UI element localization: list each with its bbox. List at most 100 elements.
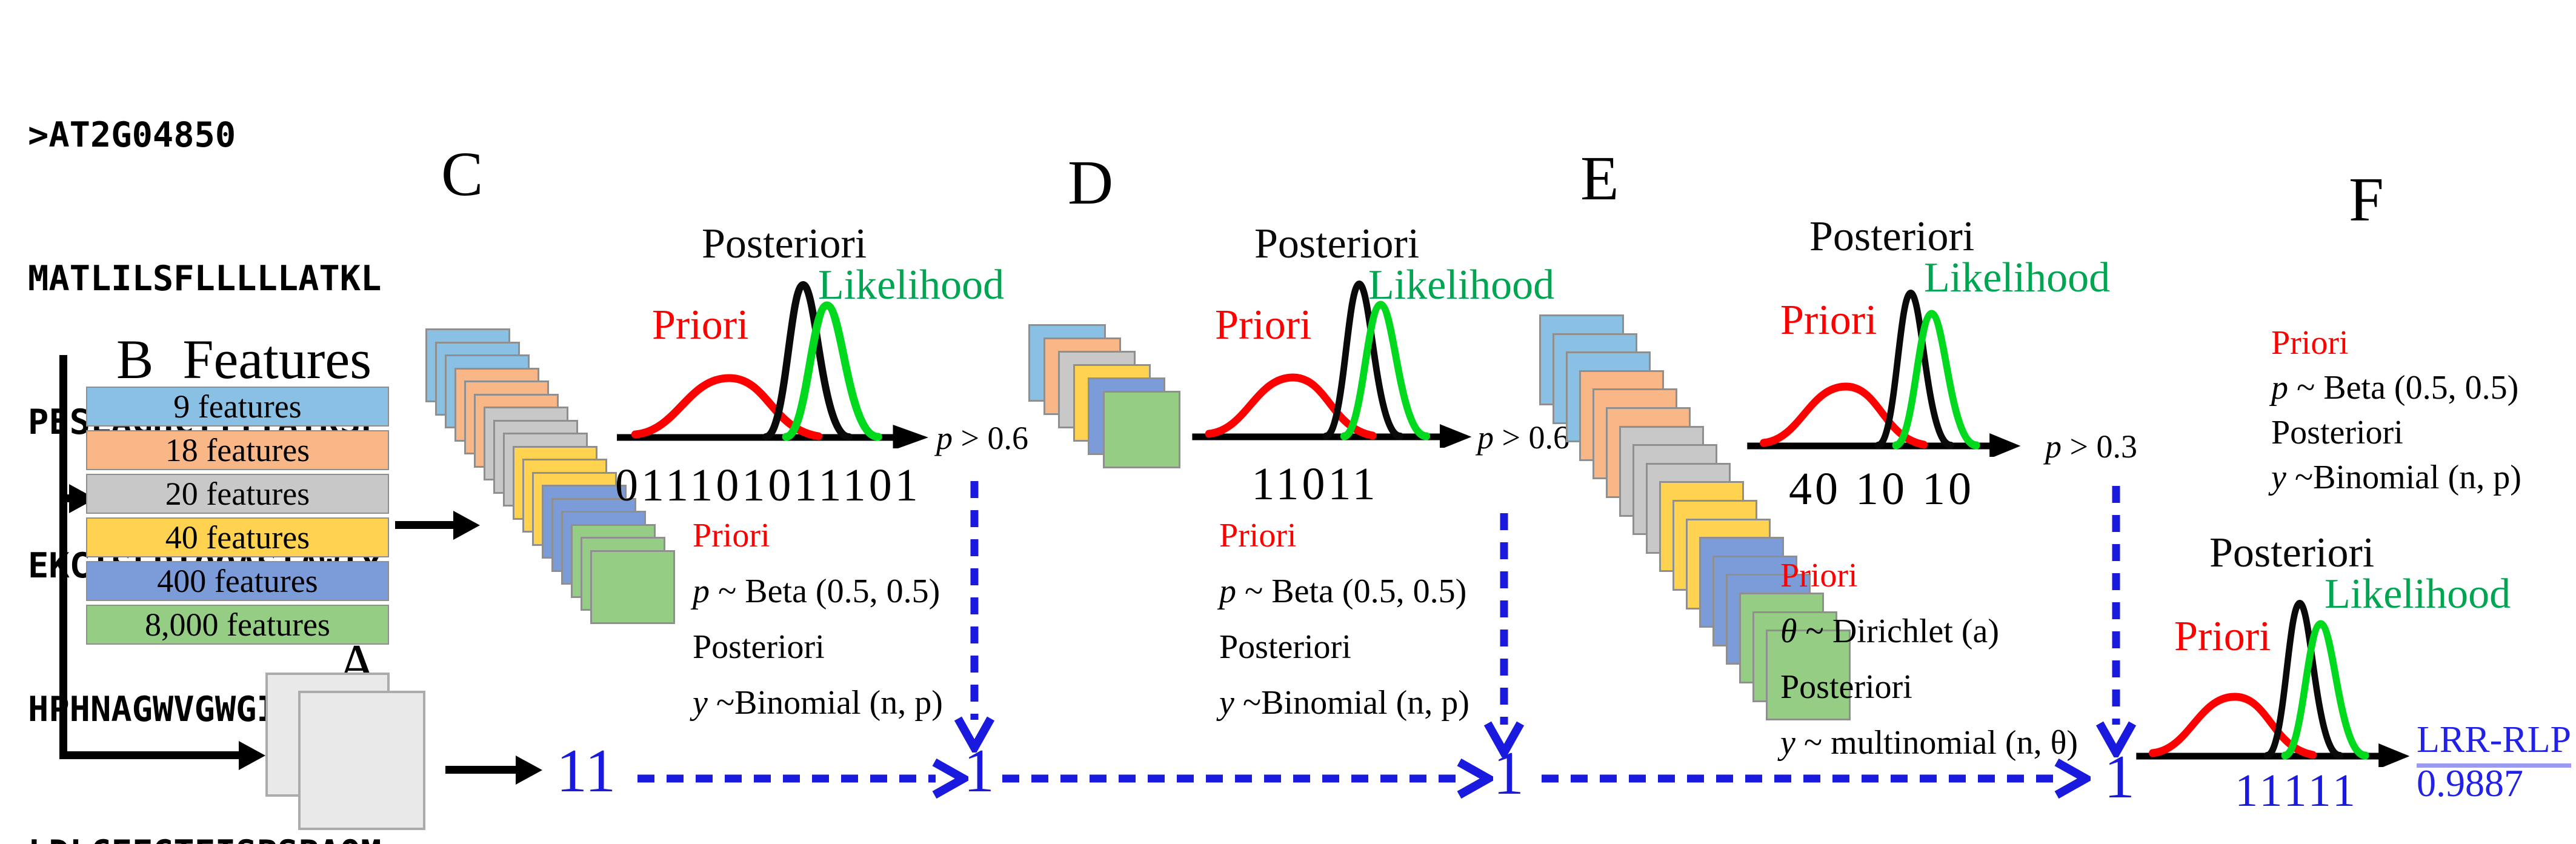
- likelihood-label: Likelihood: [2325, 571, 2511, 617]
- feature-row: 400 features: [86, 561, 389, 601]
- stage-d-distribution-plot: [1189, 266, 1474, 448]
- stage-d-model-spec: Priori p ~ Beta (0.5, 0.5) Posteriori y …: [1219, 519, 1469, 742]
- panel-b-label: B: [116, 328, 154, 390]
- flow-dashed-arrow-right-icon: [1540, 757, 2095, 800]
- stage-e-distribution-plot: [1744, 275, 2023, 457]
- threshold-variable: p: [1477, 419, 1494, 456]
- formula-variable: y: [1780, 724, 1796, 762]
- model-posterior-formula: y ~Binomial (n, p): [1219, 686, 1469, 720]
- formula-body: ~Binomial (n, p): [1234, 684, 1469, 722]
- stage-c-threshold: p > 0.6: [936, 419, 1028, 457]
- priori-label: Priori: [1215, 302, 1312, 348]
- priori-label: Priori: [1780, 297, 1877, 344]
- posteriori-label: Posteriori: [1809, 213, 1975, 260]
- feature-group-card-green: [1766, 630, 1851, 721]
- model-prior-formula: θ ~ Dirichlet (a): [1780, 614, 2078, 648]
- flow-dashed-arrow-right-icon: [636, 757, 973, 800]
- likelihood-label: Likelihood: [1368, 262, 1555, 308]
- model-posterior-title: Posteriori: [693, 628, 825, 666]
- formula-body: ~ Beta (0.5, 0.5): [710, 573, 940, 610]
- panel-b-title: B Features: [116, 327, 371, 391]
- threshold-value: > 0.6: [1494, 419, 1569, 456]
- formula-variable: y: [2271, 459, 2286, 496]
- arrow-to-features-line: [59, 494, 72, 502]
- model-prior-title: Priori: [1780, 557, 1858, 594]
- feature-row: 20 features: [86, 474, 389, 514]
- posteriori-label: Posteriori: [1254, 221, 1420, 267]
- threshold-value: > 0.6: [953, 420, 1028, 456]
- prediction-class-label: LRR-RLP: [2417, 719, 2571, 768]
- flow-value-after-c: 1: [964, 737, 994, 805]
- likelihood-label: Likelihood: [1924, 254, 2111, 301]
- stage-e-output-string: 40 10 10: [1789, 464, 1974, 514]
- feature-group-card-green: [1102, 391, 1180, 468]
- arrow-panel-a-out-head-icon: [516, 756, 542, 785]
- feature-group-card-green: [590, 550, 675, 624]
- feature-list: 9 features 18 features 20 features 40 featu…: [86, 387, 389, 648]
- stage-e-threshold: p > 0.3: [2045, 428, 2137, 465]
- likelihood-label: Likelihood: [818, 262, 1005, 308]
- feature-row: 40 features: [86, 517, 389, 557]
- feature-row: 9 features: [86, 387, 389, 427]
- flow-value-initial: 11: [556, 737, 616, 805]
- model-prior-title: Priori: [2271, 324, 2349, 362]
- arrow-panel-a-out-line: [445, 766, 518, 774]
- model-posterior-formula: y ~Binomial (n, p): [2271, 460, 2521, 494]
- formula-variable: p: [1219, 573, 1236, 610]
- formula-body: ~ Beta (0.5, 0.5): [1236, 573, 1467, 610]
- threshold-variable: p: [936, 420, 953, 456]
- formula-variable: p: [693, 573, 710, 610]
- flow-value-after-e: 1: [2104, 743, 2135, 811]
- priori-label: Priori: [652, 302, 749, 348]
- feature-row: 18 features: [86, 430, 389, 470]
- model-prior-formula: p ~ Beta (0.5, 0.5): [1219, 574, 1469, 608]
- posteriori-label: Posteriori: [2209, 530, 2375, 576]
- feature-row: 8,000 features: [86, 605, 389, 645]
- connector-vertical-line: [59, 355, 67, 759]
- formula-variable: θ: [1780, 613, 1797, 650]
- stage-f-output-string: 11111: [2235, 765, 2358, 816]
- sequence-header: >AT2G04850: [28, 115, 236, 155]
- model-prior-title: Priori: [1219, 517, 1297, 554]
- formula-body: ~ Dirichlet (a): [1797, 613, 1999, 650]
- formula-body: ~ Beta (0.5, 0.5): [2288, 369, 2519, 407]
- stage-c-distribution-plot: [613, 267, 931, 448]
- posteriori-label: Posteriori: [702, 221, 867, 267]
- flow-dashed-arrow-right-icon: [1001, 757, 1497, 800]
- model-prior-title: Priori: [693, 517, 770, 554]
- prediction-score: 0.9887: [2417, 762, 2523, 805]
- stage-c-label: C: [441, 139, 484, 209]
- stage-e-dashed-arrow-down-icon: [2095, 485, 2137, 762]
- model-prior-formula: p ~ Beta (0.5, 0.5): [693, 574, 943, 608]
- priori-label: Priori: [2174, 613, 2271, 660]
- stage-d-threshold: p > 0.6: [1477, 419, 1569, 456]
- formula-variable: y: [693, 684, 708, 722]
- stage-f-label: F: [2349, 165, 2384, 234]
- formula-body: ~Binomial (n, p): [2286, 459, 2521, 496]
- threshold-variable: p: [2045, 428, 2062, 465]
- stage-e-label: E: [1580, 144, 1619, 213]
- stage-c-model-spec: Priori p ~ Beta (0.5, 0.5) Posteriori y …: [693, 519, 943, 742]
- stage-d-dashed-arrow-down-icon: [1483, 512, 1525, 762]
- arrow-to-panel-a-head-icon: [239, 741, 265, 770]
- stage-e-model-spec: Priori θ ~ Dirichlet (a) Posteriori y ~ …: [1780, 559, 2078, 782]
- model-prior-formula: p ~ Beta (0.5, 0.5): [2271, 371, 2521, 405]
- stage-c-dashed-arrow-down-icon: [953, 480, 996, 757]
- sequence-line: MATLILSFLLLLLATKL: [28, 259, 382, 299]
- formula-body: ~Binomial (n, p): [707, 684, 943, 722]
- stage-d-label: D: [1068, 148, 1114, 218]
- stage-f-distribution-plot: [2133, 585, 2412, 767]
- panel-b-heading: Features: [182, 328, 372, 390]
- formula-variable: p: [2271, 369, 2288, 407]
- threshold-value: > 0.3: [2062, 428, 2137, 465]
- panel-a-card-front: [298, 691, 425, 830]
- sequence-line: LDLCFFGTFISPSPAQM: [28, 829, 381, 844]
- stage-f-model-spec: Priori p ~ Beta (0.5, 0.5) Posteriori y …: [2271, 326, 2521, 505]
- arrow-to-panel-a-line: [59, 751, 241, 759]
- model-posterior-formula: y ~ multinomial (n, θ): [1780, 726, 2078, 760]
- formula-variable: y: [1219, 684, 1234, 722]
- model-posterior-title: Posteriori: [1219, 628, 1351, 666]
- model-posterior-formula: y ~Binomial (n, p): [693, 686, 943, 720]
- model-posterior-title: Posteriori: [2271, 414, 2403, 451]
